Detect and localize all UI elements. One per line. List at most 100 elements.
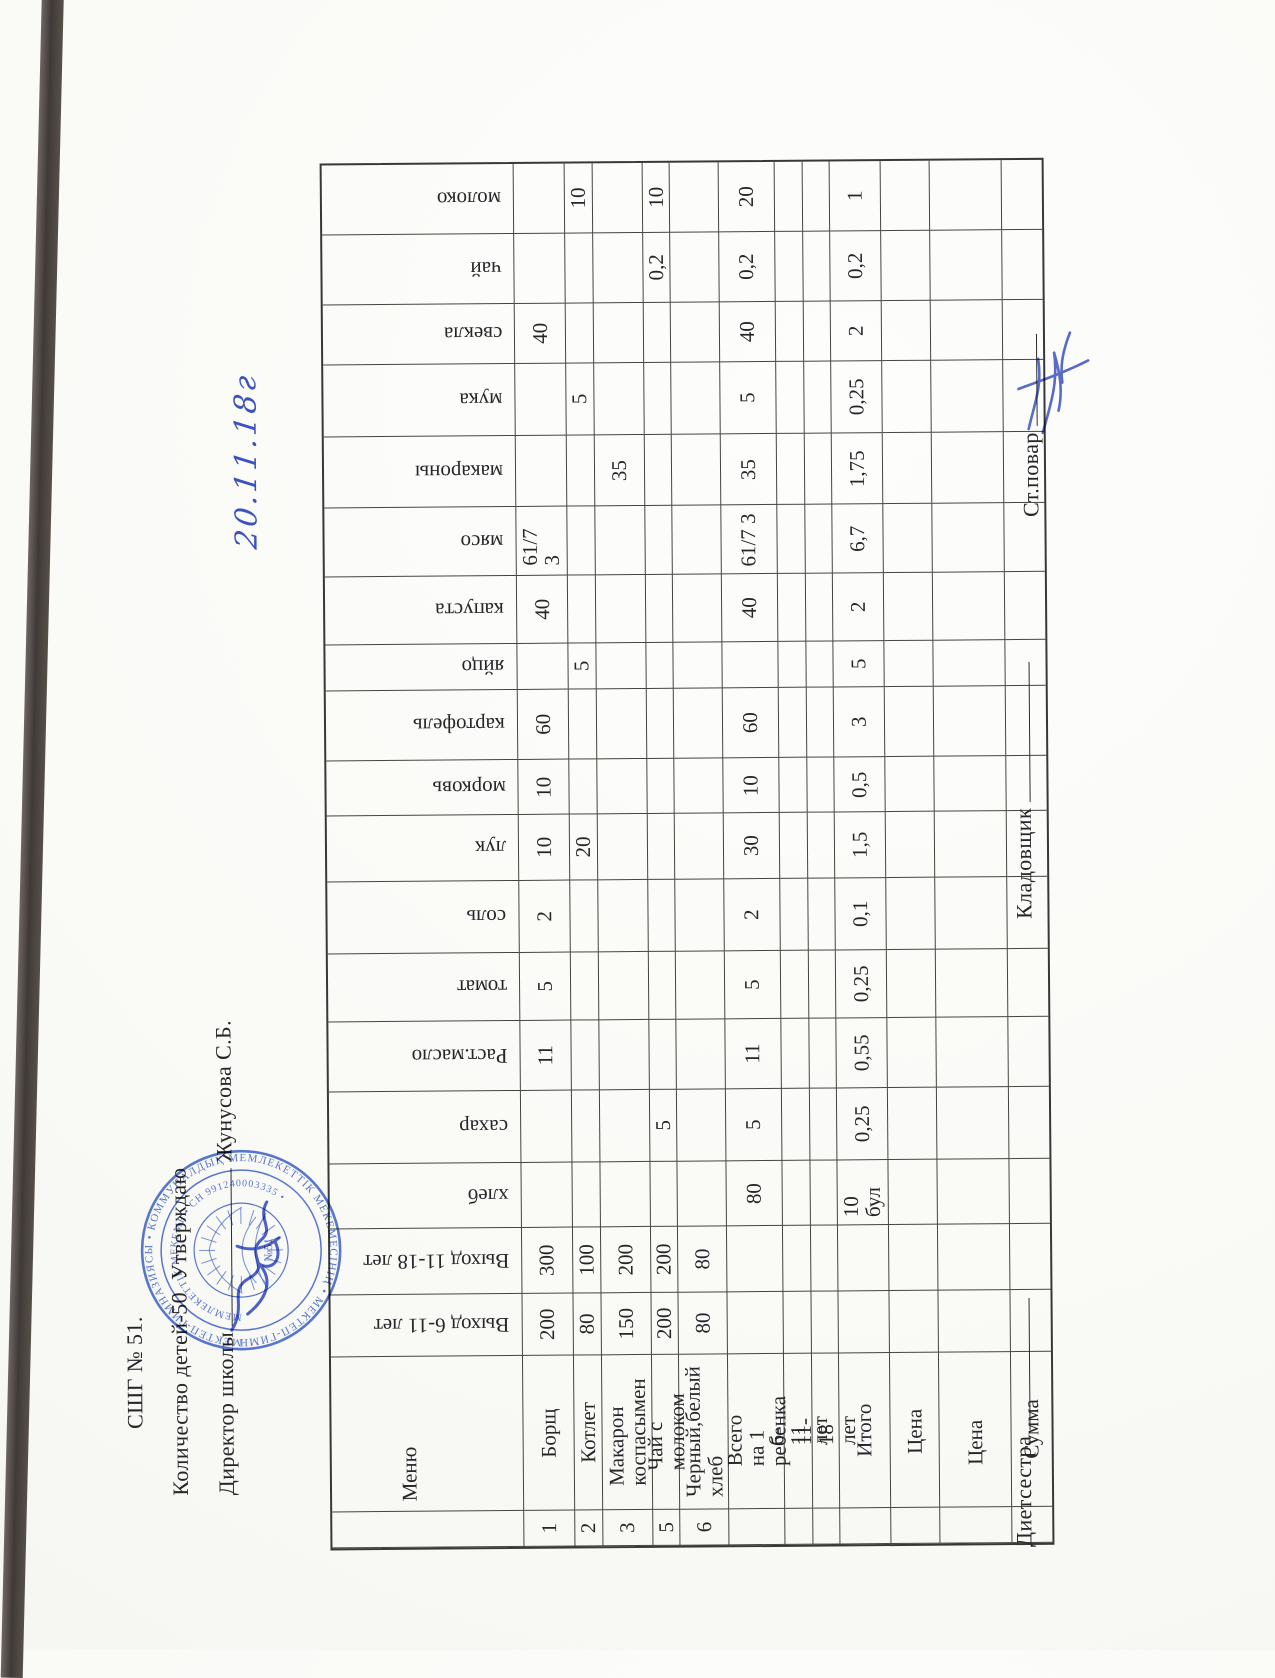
cell-muka-strip4: [644, 363, 672, 435]
cell-morkov-strip1: 10: [518, 760, 569, 815]
cell-vykhod_6_11-strip7: [783, 1292, 811, 1354]
cell-moloko-strip12: [1002, 160, 1043, 230]
cell-muka-strip6: 5: [720, 362, 777, 434]
cell-value: 11: [533, 1045, 558, 1065]
band-header-label: чай: [470, 256, 501, 281]
cell-yaytso-strip2: 5: [568, 643, 596, 689]
cell-value: 200: [613, 1244, 638, 1276]
cell-vykhod_11_18-strip10: [889, 1225, 939, 1291]
row-num-cell-3: 3: [603, 1510, 653, 1546]
cell-value: 10: [531, 776, 556, 797]
row-num-label: 5: [654, 1522, 679, 1533]
cell-luk-strip11: [935, 811, 1008, 878]
dietitian-label: Диетсестра: [1011, 1436, 1037, 1547]
cell-makarony-strip1: [516, 436, 568, 507]
cell-morkov-strip8: [807, 757, 834, 812]
cell-vykhod_6_11-strip10: [889, 1291, 938, 1353]
handwritten-date-text: 20.11.18г: [228, 371, 264, 551]
cell-sol-strip1: 2: [519, 881, 571, 953]
cell-tomat-strip9: 0,25: [836, 950, 888, 1018]
dish-name-cell-11: Цена: [939, 1352, 1012, 1508]
cell-myaso-strip6: 61/7 3: [721, 505, 778, 574]
cell-vykhod_6_11-strip2: 80: [573, 1293, 601, 1355]
cell-morkov-strip4: [647, 759, 674, 814]
band-header-yaytso: яйцо: [325, 644, 517, 692]
stamp-center-number: №51: [261, 1238, 275, 1262]
cell-muka-strip10: [882, 361, 932, 433]
band-header-label: мясо: [461, 529, 504, 554]
cell-kapusta-strip4: [646, 575, 674, 643]
storekeeper-line: Кладовщик: [1008, 662, 1040, 919]
row-num-cell-6: [729, 1509, 785, 1545]
cell-value: 200: [652, 1307, 677, 1339]
cell-value: 0,5: [847, 771, 872, 797]
cell-value: 61/7 3: [738, 512, 760, 567]
stamp-ornament: [209, 1207, 267, 1293]
cell-chay-strip3: [593, 233, 644, 303]
cell-chay-strip5: [670, 232, 720, 302]
cell-value: 20: [734, 186, 759, 207]
cell-vykhod_11_18-strip4: 200: [651, 1227, 679, 1293]
row-num-cell-5: 6: [680, 1509, 729, 1545]
cell-rast_maslo-strip7: [781, 1019, 810, 1089]
cell-kapusta-strip9: 2: [833, 573, 885, 641]
cell-rast_maslo-strip4: [649, 1020, 677, 1090]
row-num-cell-11: [940, 1507, 1012, 1544]
cell-moloko-strip7: [775, 162, 804, 232]
cell-myaso-strip8: [805, 504, 833, 573]
cell-value: 2: [843, 325, 868, 336]
band-header-kapusta: капуста: [325, 576, 518, 646]
cell-vykhod_11_18-strip7: [783, 1226, 812, 1292]
cell-tomat-strip4: [649, 952, 677, 1020]
cell-sakhar-strip3: [600, 1090, 651, 1162]
cell-kartofel-strip7: [779, 688, 808, 758]
band-header-label: капуста: [435, 597, 504, 623]
cell-vykhod_6_11-strip8: [811, 1291, 838, 1353]
band-header-vykhod_11_18: Выход 11-18 лет: [330, 1228, 523, 1296]
cell-kartofel-strip9: 3: [834, 687, 886, 757]
cell-value: 2: [739, 909, 764, 920]
cell-vykhod_11_18-strip12: [1010, 1224, 1051, 1290]
cell-value: 200: [652, 1243, 677, 1275]
cell-khleb-strip8: [810, 1160, 838, 1225]
cell-tomat-strip8: [809, 950, 837, 1018]
cell-luk-strip7: [780, 813, 809, 879]
cell-morkov-strip6: 10: [723, 758, 779, 813]
cell-chay-strip4: 0,2: [643, 233, 671, 303]
cell-luk-strip9: 1,5: [835, 812, 887, 878]
cell-value: 5: [533, 981, 558, 992]
band-header-muka: мука: [323, 364, 516, 438]
cell-rast_maslo-strip9: 0,55: [836, 1018, 888, 1088]
cell-makarony-strip10: [883, 433, 933, 504]
cell-kartofel-strip3: [597, 689, 648, 759]
cell-makarony-strip11: [932, 432, 1005, 504]
cell-muka-strip9: 0,25: [831, 361, 883, 433]
band-header-label: Раст.масло: [412, 1043, 508, 1069]
dish-name-cell-4: Чай с молоком: [652, 1355, 680, 1510]
cell-value: 20: [571, 836, 596, 857]
cell-moloko-strip3: [593, 163, 644, 233]
cell-value: 5: [567, 394, 592, 405]
cell-muka-strip5: [671, 362, 721, 434]
cell-value: 35: [736, 459, 761, 480]
cell-sakhar-strip5: [677, 1089, 727, 1161]
cell-chay-strip8: [803, 231, 831, 301]
cell-yaytso-strip1: [517, 644, 568, 690]
band-header-morkov: морковь: [326, 760, 518, 817]
cell-sakhar-strip1: [521, 1091, 573, 1163]
row-num-cell-10: [891, 1508, 940, 1544]
cell-value: 5: [651, 1120, 676, 1131]
band-header-label: мука: [459, 387, 502, 412]
cell-sol-strip9: 0,1: [835, 878, 887, 950]
cell-kapusta-strip12: [1005, 572, 1046, 640]
round-stamp: МЕКТЕП-ГИМНАЗИЯСЫ • КОММУНАЛДЫҚ МЕМЛЕКЕТ…: [135, 1144, 347, 1356]
cell-luk-strip5: [675, 813, 725, 879]
cell-sakhar-strip9: 0,25: [837, 1088, 889, 1160]
cell-value: 0,25: [850, 1105, 875, 1142]
row-num-cell-1: 1: [524, 1511, 575, 1547]
cell-kapusta-strip6: 40: [722, 574, 779, 642]
row-num-label: 1: [537, 1523, 562, 1534]
cell-luk-strip2: 20: [570, 814, 599, 880]
cell-tomat-strip11: [936, 949, 1009, 1018]
cell-value: 0,1: [848, 901, 873, 927]
